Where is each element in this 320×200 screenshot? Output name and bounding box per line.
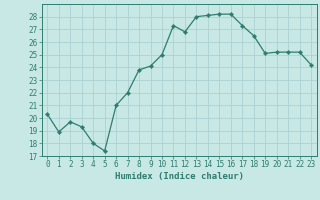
X-axis label: Humidex (Indice chaleur): Humidex (Indice chaleur) — [115, 172, 244, 181]
